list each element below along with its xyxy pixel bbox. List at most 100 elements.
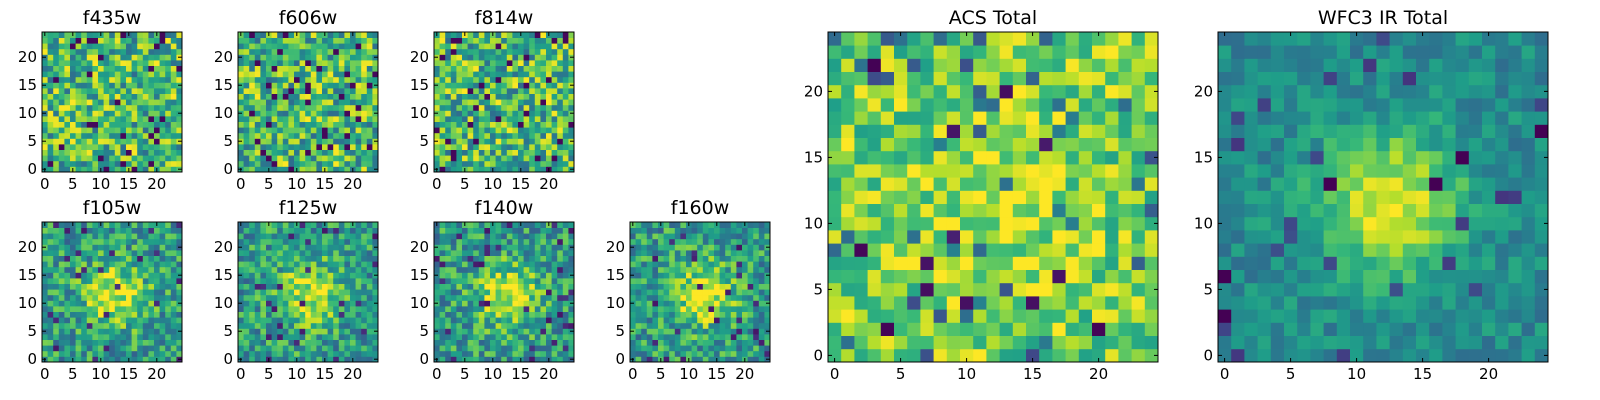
heatmap-cell: [641, 255, 648, 262]
heatmap-cell: [764, 289, 771, 296]
heatmap-cell: [450, 311, 457, 318]
heatmap-cell: [137, 71, 144, 78]
heatmap-cell: [126, 132, 132, 139]
heatmap-cell: [484, 60, 491, 66]
heatmap-cell: [266, 339, 272, 346]
heatmap-cell: [137, 317, 144, 324]
heatmap-cell: [484, 110, 491, 117]
heatmap-cell: [316, 127, 323, 134]
heatmap-cell: [355, 76, 362, 83]
heatmap-cell: [333, 93, 340, 100]
heatmap-cell: [674, 238, 681, 245]
heatmap-cell: [467, 104, 474, 111]
heatmap-cell: [557, 328, 564, 335]
heatmap-cell: [333, 166, 340, 173]
heatmap-cell: [249, 155, 256, 162]
heatmap-cell: [512, 144, 519, 150]
heatmap-cell: [338, 294, 345, 301]
heatmap-cell: [663, 227, 670, 234]
heatmap-cell: [310, 93, 317, 100]
heatmap-cell: [266, 255, 272, 262]
heatmap-cell: [551, 116, 558, 122]
heatmap-cell: [103, 322, 110, 329]
heatmap-cell: [42, 250, 48, 256]
heatmap-cell: [338, 144, 345, 150]
heatmap-cell: [86, 306, 93, 312]
heatmap-cell: [86, 233, 93, 240]
heatmap-cell: [70, 48, 76, 55]
heatmap-cell: [546, 93, 552, 100]
heatmap-cell: [462, 116, 468, 122]
heatmap-cell: [450, 233, 457, 240]
heatmap-cell: [867, 190, 882, 204]
heatmap-cell: [725, 328, 732, 335]
heatmap-cell: [557, 132, 564, 139]
heatmap-cell: [758, 317, 765, 324]
heatmap-cell: [1012, 348, 1027, 363]
heatmap-cell: [490, 238, 496, 245]
heatmap-cell: [344, 82, 351, 89]
heatmap-cell: [462, 272, 468, 279]
heatmap-cell: [501, 127, 508, 134]
heatmap-cell: [518, 155, 524, 162]
heatmap-cell: [131, 261, 138, 268]
heatmap-cell: [523, 227, 530, 234]
heatmap-cell: [439, 266, 446, 273]
heatmap-cell: [310, 48, 317, 55]
heatmap-cell: [238, 65, 244, 72]
heatmap-cell: [658, 300, 664, 307]
heatmap-cell: [305, 283, 312, 290]
heatmap-cell: [445, 238, 452, 245]
heatmap-cell: [562, 127, 569, 134]
heatmap-cell: [294, 255, 300, 262]
heatmap-cell: [456, 350, 463, 357]
heatmap-cell: [137, 339, 144, 346]
heatmap-cell: [635, 283, 642, 290]
heatmap-cell: [260, 37, 267, 44]
heatmap-cell: [445, 116, 452, 122]
heatmap-cell: [120, 32, 127, 38]
heatmap-cell: [75, 250, 82, 256]
heatmap-cell: [350, 48, 356, 55]
heatmap-cell: [518, 238, 524, 245]
heatmap-cell: [680, 233, 687, 240]
heatmap-cell: [663, 345, 670, 352]
heatmap-cell: [529, 82, 536, 89]
heatmap-cell: [98, 227, 104, 234]
heatmap-cell: [658, 328, 664, 335]
heatmap-cell: [176, 32, 183, 38]
heatmap-cell: [490, 149, 496, 156]
heatmap-cell: [126, 138, 132, 145]
heatmap-cell: [344, 272, 351, 279]
heatmap-cell: [238, 233, 244, 240]
heatmap-cell: [495, 244, 502, 251]
heatmap-cell: [546, 227, 552, 234]
heatmap-cell: [327, 266, 334, 273]
heatmap-cell: [462, 244, 468, 251]
heatmap-cell: [47, 222, 54, 228]
heatmap-cell: [490, 60, 496, 66]
heatmap-cell: [501, 116, 508, 122]
heatmap-cell: [686, 317, 692, 324]
heatmap-cell: [327, 116, 334, 122]
heatmap-cell: [828, 164, 842, 178]
heatmap-cell: [439, 132, 446, 139]
heatmap-cell: [64, 88, 71, 94]
heatmap-cell: [551, 43, 558, 50]
heatmap-cell: [294, 334, 300, 340]
heatmap-cell: [70, 160, 76, 167]
heatmap-cell: [148, 99, 155, 106]
heatmap-cell: [114, 294, 121, 301]
heatmap-cell: [266, 60, 272, 66]
heatmap-cell: [310, 222, 317, 228]
heatmap-cell: [758, 222, 765, 228]
heatmap-cell: [109, 306, 116, 312]
heatmap-cell: [316, 306, 323, 312]
heatmap-cell: [53, 138, 60, 145]
heatmap-cell: [686, 266, 692, 273]
heatmap-cell: [1026, 282, 1040, 297]
heatmap-cell: [109, 71, 116, 78]
heatmap-cell: [75, 43, 82, 50]
heatmap-cell: [456, 76, 463, 83]
heatmap-cell: [1039, 203, 1053, 218]
